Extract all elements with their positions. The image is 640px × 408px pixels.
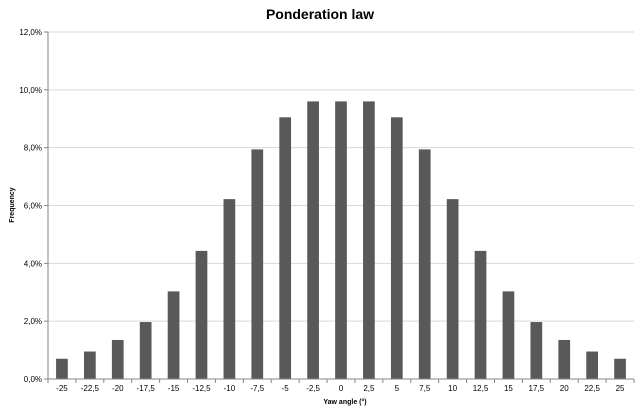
bar	[418, 149, 431, 379]
x-tick-label: 5	[395, 384, 400, 393]
x-tick-label: 15	[504, 384, 513, 393]
bar	[223, 199, 236, 379]
x-tick-label: -17,5	[137, 384, 156, 393]
bar	[111, 339, 124, 379]
bars	[56, 101, 626, 380]
x-tick-label: -2,5	[306, 384, 320, 393]
bar	[614, 358, 626, 379]
bar	[56, 358, 68, 379]
x-tick-label: -7,5	[250, 384, 264, 393]
x-tick-label: 22,5	[584, 384, 600, 393]
bar	[530, 322, 543, 379]
x-tick-label: 12,5	[473, 384, 489, 393]
y-tick-label: 10,0%	[19, 86, 42, 95]
bar	[83, 351, 96, 379]
x-tick-label: -25	[56, 384, 68, 393]
x-tick-label: -15	[168, 384, 180, 393]
bar	[502, 291, 515, 379]
bar	[446, 199, 459, 379]
y-axis-label: Frequency	[9, 187, 16, 223]
bar	[363, 101, 375, 380]
bar	[279, 117, 292, 379]
x-tick-label: 7,5	[419, 384, 431, 393]
y-tick-label: 4,0%	[24, 259, 42, 268]
x-tick-label: 0	[339, 384, 344, 393]
chart-title: Ponderation law	[266, 6, 374, 22]
x-tick-label: 10	[448, 384, 457, 393]
bar	[307, 101, 319, 380]
y-tick-label: 12,0%	[19, 28, 42, 37]
y-tick-label: 2,0%	[24, 317, 42, 326]
y-tick-label: 0,0%	[24, 375, 42, 384]
y-tick-label: 6,0%	[24, 202, 42, 211]
bar	[251, 149, 264, 379]
bar	[167, 291, 180, 379]
x-axis-label: Yaw angle (°)	[323, 398, 366, 406]
x-tick-label: -20	[112, 384, 124, 393]
x-axis-ticks: -25 -22,5 -20 -17,5 -15 -12,5 -10 -7,5 -5 -2,5 0 2,…	[47, 379, 635, 393]
x-tick-label: -22,5	[81, 384, 100, 393]
bar	[335, 101, 347, 380]
bar	[586, 351, 599, 379]
bar	[558, 339, 571, 379]
bar	[195, 250, 208, 379]
y-axis-ticks: 0,0% 2,0% 4,0% 6,0% 8,0% 10,0% 12,0%	[19, 28, 48, 384]
x-tick-label: -5	[282, 384, 290, 393]
y-tick-label: 8,0%	[24, 144, 42, 153]
bar	[390, 117, 403, 379]
bar	[139, 322, 152, 379]
x-tick-label: -10	[224, 384, 236, 393]
x-tick-label: -12,5	[192, 384, 211, 393]
x-tick-label: 25	[616, 384, 625, 393]
x-tick-label: 17,5	[529, 384, 545, 393]
bar	[474, 250, 487, 379]
x-tick-label: 2,5	[363, 384, 375, 393]
x-tick-label: 20	[560, 384, 569, 393]
